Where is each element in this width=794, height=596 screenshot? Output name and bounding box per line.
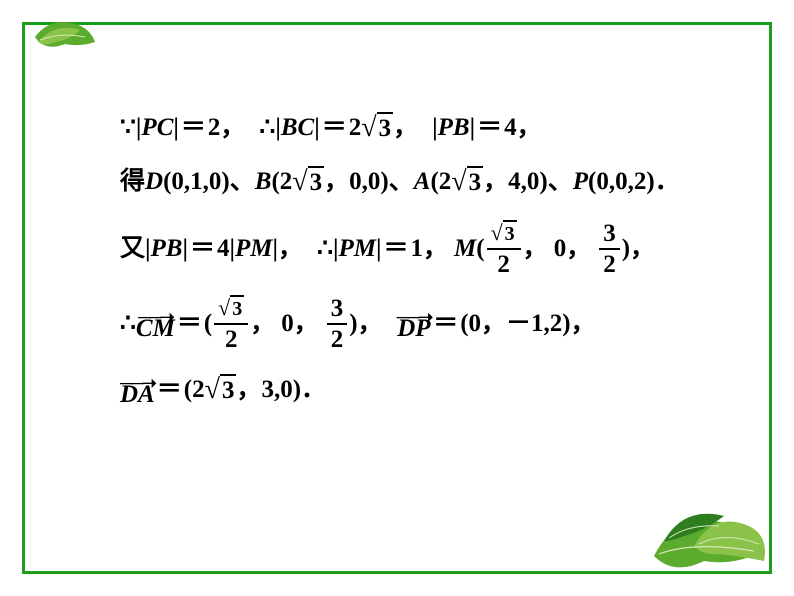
- frac-sqrt3-over-2: √3 2: [487, 220, 521, 277]
- frac-3-over-2: 3 2: [599, 221, 620, 277]
- line-1: ∵ |PC| ＝ 2 ， ∴ |BC| ＝ 2 √3 ， |PB| ＝ 4 ，: [120, 108, 704, 148]
- line-3: 又 |PB| ＝ 4 |PM| ， ∴ |PM| ＝ 1 ， M ( √3 2 …: [120, 220, 704, 277]
- sqrt-3: √3: [361, 112, 393, 144]
- pb-label: PB: [438, 108, 470, 148]
- therefore-symbol: ∴: [259, 108, 275, 148]
- line-4: ∴ ──➝ CM ＝ ( √3 2 ， 0 ， 3 2 ) ， ──➝ DP ＝…: [120, 295, 704, 352]
- bc-label: BC: [281, 108, 314, 148]
- math-content: ∵ |PC| ＝ 2 ， ∴ |BC| ＝ 2 √3 ， |PB| ＝ 4 ， …: [120, 108, 704, 424]
- vector-da: ──➝ DA: [120, 373, 155, 407]
- val-4: 4: [504, 108, 517, 148]
- pc-label: PC: [141, 108, 173, 148]
- because-symbol: ∵: [120, 108, 136, 148]
- vector-cm: ──➝ CM: [136, 307, 175, 341]
- leaf-decoration-top-left: [30, 12, 100, 62]
- also-label: 又: [120, 229, 145, 269]
- vector-dp: ──➝ DP: [397, 307, 432, 341]
- leaf-decoration-bottom-right: [634, 486, 774, 586]
- comma: ，: [220, 108, 245, 148]
- line-5: ──➝ DA ＝ ( 2 √3 ， 3,0) ．: [120, 370, 704, 410]
- eq: ＝: [181, 108, 206, 148]
- pm-label: PM: [235, 229, 273, 269]
- line-2: 得 D(0,1,0) 、 B (2 √3 ，0,0) 、 A (2 √3 ，4,…: [120, 162, 704, 202]
- val-2: 2: [208, 108, 221, 148]
- obtain-label: 得: [120, 162, 145, 202]
